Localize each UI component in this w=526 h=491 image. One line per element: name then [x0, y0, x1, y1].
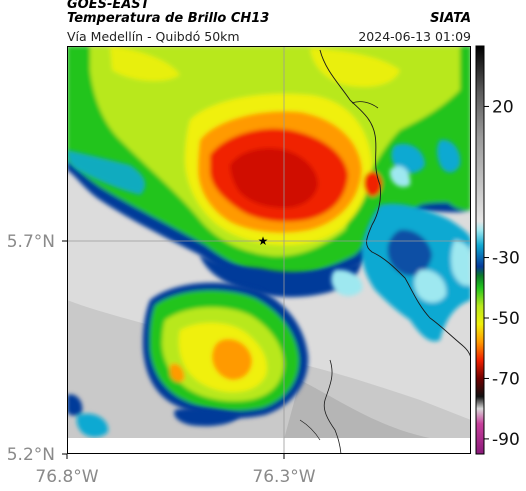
region-subtitle: Vía Medellín - Quibdó 50km	[67, 29, 240, 44]
timestamp-label: 2024-06-13 01:09	[358, 29, 471, 44]
colorbar-tick-label: -70	[492, 369, 520, 389]
map-header: GOES-EAST Temperatura de Brillo CH13 Vía…	[67, 0, 471, 46]
source-label: SIATA	[430, 11, 471, 26]
colorbar-tick-label: -30	[492, 249, 520, 269]
satellite-title: GOES-EAST	[67, 0, 150, 12]
lon-label-76.3: 76.3°W	[252, 467, 315, 487]
map-frame	[67, 46, 471, 454]
colorbar-tick-label: -50	[492, 309, 520, 329]
colorbar: 20 -30 -50 -70 -90	[475, 45, 520, 455]
lon-label-76.8: 76.8°W	[35, 467, 98, 487]
star-icon: ★	[258, 234, 269, 248]
lat-label-5.2: 5.2°N	[7, 445, 55, 465]
colorbar-tick-label: 20	[492, 97, 514, 117]
product-title: Temperatura de Brillo CH13	[67, 11, 270, 26]
satellite-image: ★	[67, 46, 471, 454]
lat-label-5.7: 5.7°N	[7, 232, 55, 252]
colorbar-tick-label: -90	[492, 430, 520, 450]
